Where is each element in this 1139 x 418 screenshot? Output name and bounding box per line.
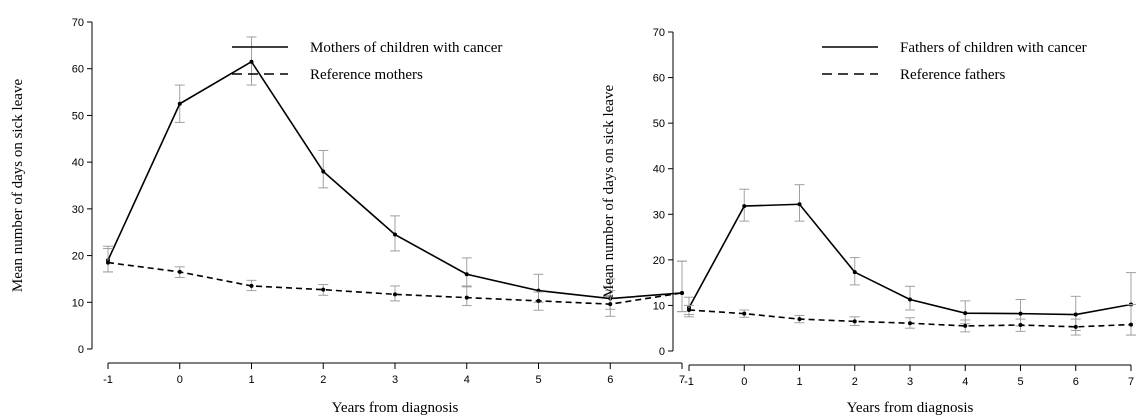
y-tick-label: 30 [653,209,665,221]
y-tick-label: 10 [72,297,84,309]
error-bar [318,149,329,189]
legend-label: Mothers of children with cancer [310,40,502,56]
y-tick-label: 0 [659,346,665,358]
data-point [106,260,110,265]
data-point [963,323,968,328]
series-line [107,261,683,305]
data-point [852,319,857,324]
data-point [1018,311,1023,316]
series-2 [103,248,687,317]
x-axis-title: Years from diagnosis [332,400,459,416]
y-tick-label: 40 [72,157,84,169]
y-tick-label: 60 [653,73,665,85]
error-bar [1126,304,1136,336]
data-point [1018,323,1023,328]
x-tick-label: 2 [852,376,858,388]
chart-panel-2: 0 10 20 30 40 50 60 70 -1 0 1 2 3 4 5 6 7 Years from diag… [601,27,1136,416]
x-tick-label: 6 [1073,376,1079,388]
legend-label: Fathers of children with cancer [900,40,1087,56]
x-tick-label: 6 [607,374,613,386]
y-tick-label: 10 [653,300,665,312]
y-tick-label: 30 [72,204,84,216]
y-tick-label: 70 [72,17,84,29]
data-point [536,298,541,303]
y-axis-title: Mean number of days on sick leave [10,79,26,293]
x-tick-label: 0 [741,376,747,388]
y-axis-title: Mean number of days on sick leave [601,85,617,299]
data-point [249,283,254,288]
y-tick-label: 50 [653,118,665,130]
x-tick-label: -1 [684,376,694,388]
y-tick-label: 20 [72,251,84,263]
data-point [393,292,397,297]
data-point [797,317,802,322]
data-point [963,311,968,316]
error-bar [103,248,113,273]
x-tick-label: 1 [248,374,254,386]
x-tick-label: 0 [177,374,183,386]
x-tick-label: 5 [535,374,541,386]
data-point [608,302,613,307]
series-1 [684,184,1136,336]
series-line [107,60,683,300]
x-tick-label: -1 [103,374,113,386]
y-tick-label: 0 [78,344,84,356]
y-tick-label: 50 [72,110,84,122]
y-tick-label: 60 [72,64,84,76]
error-bar [461,257,472,287]
data-point [249,59,254,64]
data-point [177,101,182,106]
y-tick-label: 20 [653,255,665,267]
y-tick-label: 70 [653,27,665,39]
data-point [680,290,684,295]
data-point [742,311,747,316]
data-point [797,202,802,207]
x-tick-label: 5 [1017,376,1023,388]
x-tick-label: 7 [1128,376,1134,388]
x-axis-title: Years from diagnosis [847,400,974,416]
x-tick-label: 2 [320,374,326,386]
data-point [464,272,469,277]
data-point [1073,324,1078,329]
data-point [908,321,912,326]
legend-label: Reference mothers [310,67,423,83]
data-point [177,269,182,274]
x-tick-label: 3 [907,376,913,388]
data-point [1129,322,1133,327]
data-point [852,270,857,275]
x-tick-label: 3 [392,374,398,386]
data-point [1073,312,1078,317]
x-tick-label: 4 [464,374,470,386]
error-bar [677,260,687,313]
chart-panel-1: 0 10 20 30 40 50 60 70 -1 0 1 2 3 4 5 6 7 Years from diag… [10,17,687,416]
y-tick-label: 40 [653,164,665,176]
legend-label: Reference fathers [900,67,1006,83]
data-point [321,169,326,174]
data-point [464,295,469,300]
data-point [321,287,326,292]
x-tick-label: 1 [796,376,802,388]
series-2 [684,304,1136,336]
data-point [687,307,691,312]
x-tick-label: 4 [962,376,968,388]
data-point [742,204,747,209]
x-tick-label: 7 [679,374,685,386]
data-point [393,232,397,237]
data-point [908,297,912,302]
